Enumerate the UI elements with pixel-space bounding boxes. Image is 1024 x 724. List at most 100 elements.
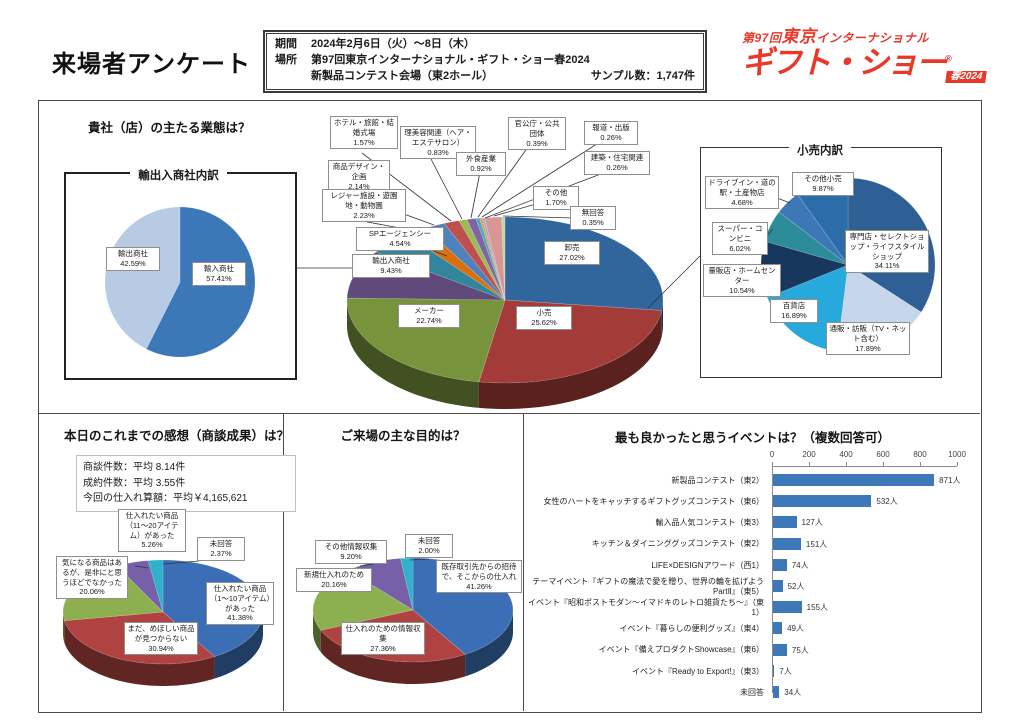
bar	[773, 537, 801, 550]
pie-slice-side	[313, 609, 321, 653]
label-maker: メーカー 22.74%	[398, 304, 460, 328]
callout-press: 報道・出版 0.26%	[584, 121, 638, 145]
x-axis-tick-label: 600	[876, 450, 890, 459]
bar-category-label: キッチン＆ダイニンググッズコンテスト（東2）	[591, 539, 764, 549]
label-import-export: 輸出入商社 9.43%	[352, 254, 430, 278]
info-row-period: 期間 2024年2月6日（火）～8日（木）	[275, 37, 695, 53]
bar-value-label: 155人	[806, 603, 829, 613]
logo-line2: ギフト・ショー® 春2024	[742, 47, 1010, 83]
logo-season-badge: 春2024	[944, 71, 987, 83]
pie-slice	[400, 557, 414, 611]
pie-slice	[458, 219, 506, 301]
logo-line1: 第97回東京インターナショナル	[742, 28, 1010, 45]
logo-international: インターナショナル	[816, 31, 929, 45]
place-value: 第97回東京インターナショナル・ギフト・ショー春2024	[311, 53, 590, 66]
x-axis-tick-label: 200	[802, 450, 816, 459]
bar	[773, 664, 775, 677]
pie-slice-side	[478, 310, 662, 409]
x-axis-tick-label: 400	[839, 450, 853, 459]
callout-purpose-no-answer: 未回答 2.00%	[405, 534, 453, 558]
x-axis-line	[772, 466, 957, 467]
label-nothing-found: まだ、めぼしい商品が見つからない 30.94%	[124, 622, 198, 656]
bar-category-label: 輸入品人気コンテスト（東3）	[655, 518, 764, 528]
bar	[773, 601, 802, 614]
callout-interested-but: 気になる商品はあるが、是非にと思うほどでなかった 20.06%	[56, 556, 128, 599]
page-title: 来場者アンケート	[52, 51, 252, 78]
stat-purchase-budget: 今回の仕入れ算額：平均￥4,165,621	[83, 493, 248, 504]
callout-no-answer: 無回答 0.35%	[570, 206, 616, 230]
callout-other-info: その他情報収集 9.20%	[315, 540, 387, 564]
info-row-venue: 新製品コンテスト会場（東2ホール） サンプル数：1,747件	[275, 69, 695, 85]
sample-count: サンプル数：1,747件	[590, 69, 695, 82]
bar-value-label: 151人	[805, 539, 828, 549]
callout-leisure: レジャー施設・遊園地・動物園 2.23%	[322, 189, 406, 223]
label-info-for-purchase: 仕入れのための情報収集 27.36%	[341, 622, 425, 656]
bar	[773, 495, 872, 508]
callout-new-purchase: 新規仕入れのため 20.16%	[296, 568, 372, 592]
bar-category-label: イベント『Ready to Export!』（東3）	[631, 666, 764, 676]
logo-tokyo: 東京	[781, 27, 817, 46]
label-mail-order: 通販・訪販（TV・ネット含む） 17.89%	[826, 322, 910, 356]
bar	[773, 558, 787, 571]
bar-category-label: 新製品コンテスト（東2）	[671, 475, 764, 485]
bar-value-label: 52人	[787, 582, 805, 591]
callout-impression-no-answer: 未回答 2.37%	[197, 537, 245, 561]
bar	[773, 516, 797, 529]
label-export-company: 輸出商社 42.59%	[106, 247, 160, 271]
pie-slice-side	[661, 300, 663, 337]
impression-stats-box: 商談件数：平均 8.14件 成約件数：平均 3.55件 今回の仕入れ算額：平均￥…	[76, 455, 296, 512]
pie-slice	[346, 297, 506, 383]
stat-contracts: 成約件数：平均 3.55件	[83, 477, 186, 489]
label-sp-agency: SPエージェンシー 4.54%	[356, 227, 444, 251]
pie-slice-side	[214, 612, 263, 679]
x-axis-tick-label: 1000	[948, 450, 966, 459]
bar	[773, 580, 783, 592]
events-bar-chart: 0 200 400 600 800 1000 新製品コンテスト（東2） 871人 女性のハートを…	[527, 448, 979, 710]
question-business-type: 貴社（店）の主たる業態は？	[88, 121, 251, 135]
logo-edition: 第97回	[742, 31, 782, 45]
callout-construction: 建築・住宅関連 0.26%	[584, 151, 650, 175]
logo-giftshow: ギフト・ショー	[742, 45, 947, 80]
x-axis-tick-mark	[957, 462, 958, 466]
bar-category-label: LIFE×DESIGNアワード（西1）	[651, 560, 764, 570]
pie-slice-side	[63, 611, 65, 643]
label-specialty-shop: 専門店・セレクトショップ・ライフスタイルショップ 34.11%	[845, 230, 929, 273]
retail-box-title: 小売内訳	[700, 141, 940, 159]
period-label: 期間	[275, 38, 297, 50]
question-impression: 本日のこれまでの感想（商談成果）は？	[64, 429, 290, 443]
venue-value: 新製品コンテスト会場（東2ホール）	[311, 69, 494, 82]
bar-category-label: 未回答	[740, 687, 764, 697]
bar-category-label: イベント『昭和ポストモダン～イマドキのレトロ雑貨たち～』（東1）	[528, 598, 764, 617]
pie-slice	[147, 559, 164, 613]
x-axis-tick-mark	[809, 462, 810, 466]
section-divider-vertical-2	[523, 413, 524, 711]
x-axis-tick-label: 0	[769, 450, 775, 459]
bar-category-label: イベント『暮らしの便利グッズ』（東4）	[619, 624, 764, 634]
y-axis-line	[772, 466, 773, 694]
bar-value-label: 532人	[876, 497, 898, 507]
section-divider-vertical-1	[283, 413, 284, 711]
callout-mass-retailer: 量販店・ホームセンター 10.54%	[703, 264, 781, 298]
question-purpose: ご来場の主な目的は？	[340, 429, 466, 443]
callout-supermarket: スーパー・コンビニ 6.02%	[712, 222, 768, 256]
pie-slice-side	[465, 610, 513, 677]
stat-meetings: 商談件数：平均 8.14件	[83, 462, 186, 473]
bar	[773, 474, 935, 486]
callout-items-11-20: 仕入れたい商品（11～20アイテム）があった 5.26%	[118, 509, 186, 552]
bar-value-label: 7人	[779, 666, 792, 676]
label-items-1-10: 仕入れたい商品（1～10アイテム）があった 41.38%	[206, 582, 274, 625]
callout-other-retail: その他小売 9.87%	[792, 172, 854, 196]
content-frame	[38, 100, 982, 713]
question-best-event: 最も良かったと思うイベントは？（複数回答可）	[614, 431, 890, 445]
import-export-box-title: 輸出入商社内訳	[64, 166, 293, 184]
bar-value-label: 75人	[791, 645, 809, 655]
bar-category-label: 女性のハートをキャッチするギフトグッズコンテスト（東6）	[543, 496, 764, 506]
pie-slice-side	[320, 630, 466, 684]
bar-category-label: テーマイベント『ギフトの魔法で愛を贈り、世界の輪を拡げようPartⅡ』（東5）	[532, 577, 764, 596]
label-retail: 小売 25.62%	[516, 306, 572, 330]
bar-value-label: 871人	[939, 476, 961, 485]
callout-restaurant: 外食産業 0.92%	[456, 152, 506, 176]
place-label: 場所	[275, 53, 297, 66]
label-department-store: 百貨店 16.89%	[770, 299, 818, 323]
